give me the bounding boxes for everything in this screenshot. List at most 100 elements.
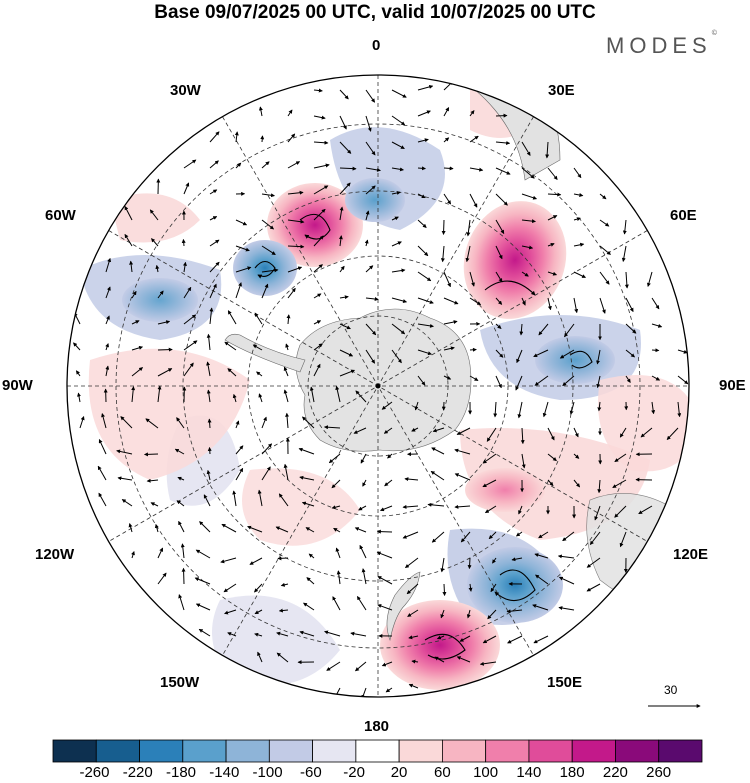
wind-vector	[116, 449, 133, 455]
wind-vector	[287, 244, 305, 249]
wind-vector	[301, 501, 315, 507]
colorbar-tick-label: 220	[602, 764, 628, 781]
wind-vector	[198, 628, 211, 637]
wind-vector	[443, 166, 454, 171]
wind-vector	[651, 297, 660, 310]
colorbar-swatch	[398, 739, 443, 763]
wind-vector	[285, 343, 290, 351]
wind-vector	[131, 386, 136, 403]
wind-vector	[177, 476, 185, 481]
wind-vector	[594, 505, 601, 521]
wind-vector	[223, 583, 237, 593]
wind-vector	[596, 375, 601, 389]
colorbar-tick-label: -20	[343, 764, 365, 781]
colorbar-swatch	[95, 739, 140, 763]
colorbar-swatch	[268, 739, 314, 763]
wind-vector	[519, 323, 524, 336]
wind-vector	[557, 554, 575, 559]
wind-vector	[533, 349, 549, 358]
wind-vector	[299, 630, 315, 637]
wind-vector	[469, 193, 478, 208]
wind-vector	[176, 417, 185, 429]
wind-vector	[232, 393, 237, 403]
wind-vector	[324, 630, 341, 637]
wind-vector	[298, 447, 315, 455]
wind-vector	[234, 131, 239, 143]
wind-vector	[469, 135, 479, 143]
wind-vector	[209, 131, 220, 143]
wind-vector	[287, 266, 303, 273]
wind-vector	[98, 438, 107, 455]
wind-vector	[377, 604, 393, 611]
wind-vector	[283, 366, 289, 377]
wind-vector	[209, 283, 217, 299]
wind-vector	[434, 656, 445, 663]
wind-vector	[206, 389, 211, 403]
wind-vector	[227, 310, 237, 325]
wind-vector	[521, 271, 529, 277]
wind-vector	[227, 368, 237, 377]
wind-vector	[482, 453, 497, 464]
wind-vector	[207, 446, 212, 455]
wind-vector	[254, 312, 263, 325]
wind-vector	[417, 193, 426, 199]
wind-vector	[469, 347, 477, 352]
wind-vector	[465, 245, 471, 263]
lon-label-180: 180	[364, 718, 390, 735]
wind-vector	[157, 290, 164, 299]
wind-vector	[183, 261, 187, 273]
wind-vector	[287, 133, 296, 143]
wind-vector	[181, 567, 186, 585]
wind-vector	[257, 651, 263, 663]
wind-vector	[145, 418, 159, 429]
wind-vector	[469, 110, 475, 117]
wind-vector	[176, 500, 185, 507]
wind-vector	[206, 333, 211, 351]
wind-vector	[157, 385, 162, 403]
wind-vector	[359, 544, 367, 559]
wind-vector	[402, 531, 419, 539]
wind-vector	[313, 235, 324, 247]
wind-vector	[391, 115, 406, 126]
wind-vector	[391, 323, 406, 335]
colorbar-swatch	[441, 739, 487, 763]
wind-vector	[376, 529, 393, 534]
wind-vector	[417, 245, 429, 257]
wind-vector	[638, 505, 653, 515]
positive-anomaly-center	[465, 468, 545, 512]
wind-vector	[495, 219, 505, 235]
wind-vector	[493, 401, 498, 418]
wind-vector	[261, 443, 273, 455]
wind-vector	[534, 375, 549, 386]
wind-vector	[469, 271, 475, 287]
wind-vector	[482, 479, 497, 488]
wind-vector	[235, 245, 250, 252]
wind-vector	[326, 661, 341, 671]
wind-vector	[443, 271, 451, 288]
colorbar-swatch	[658, 739, 703, 763]
wind-vector	[542, 401, 549, 418]
lon-label-30e: 30E	[548, 82, 575, 99]
wind-vector	[402, 504, 419, 509]
wind-vector	[124, 233, 133, 247]
wind-vector	[339, 182, 351, 195]
wind-vector	[194, 577, 211, 585]
wind-vector	[619, 531, 627, 548]
wind-vector	[443, 346, 455, 351]
wind-vector	[492, 557, 497, 564]
wind-vector	[121, 499, 133, 507]
wind-vector	[599, 219, 610, 227]
wind-vector	[199, 521, 211, 533]
colorbar-swatch	[528, 739, 573, 763]
colorbar-swatch	[139, 739, 184, 763]
lon-label-120w: 120W	[35, 546, 75, 563]
positive-anomaly-center	[463, 201, 567, 319]
wind-vector	[183, 340, 198, 351]
wind-vector	[207, 418, 212, 429]
lon-label-30w: 30W	[170, 82, 201, 99]
wind-vector	[75, 370, 81, 377]
wind-vector	[624, 271, 629, 289]
wind-vector	[408, 683, 419, 689]
modes-logo: MODES©	[606, 30, 717, 59]
wind-vector	[454, 473, 471, 481]
